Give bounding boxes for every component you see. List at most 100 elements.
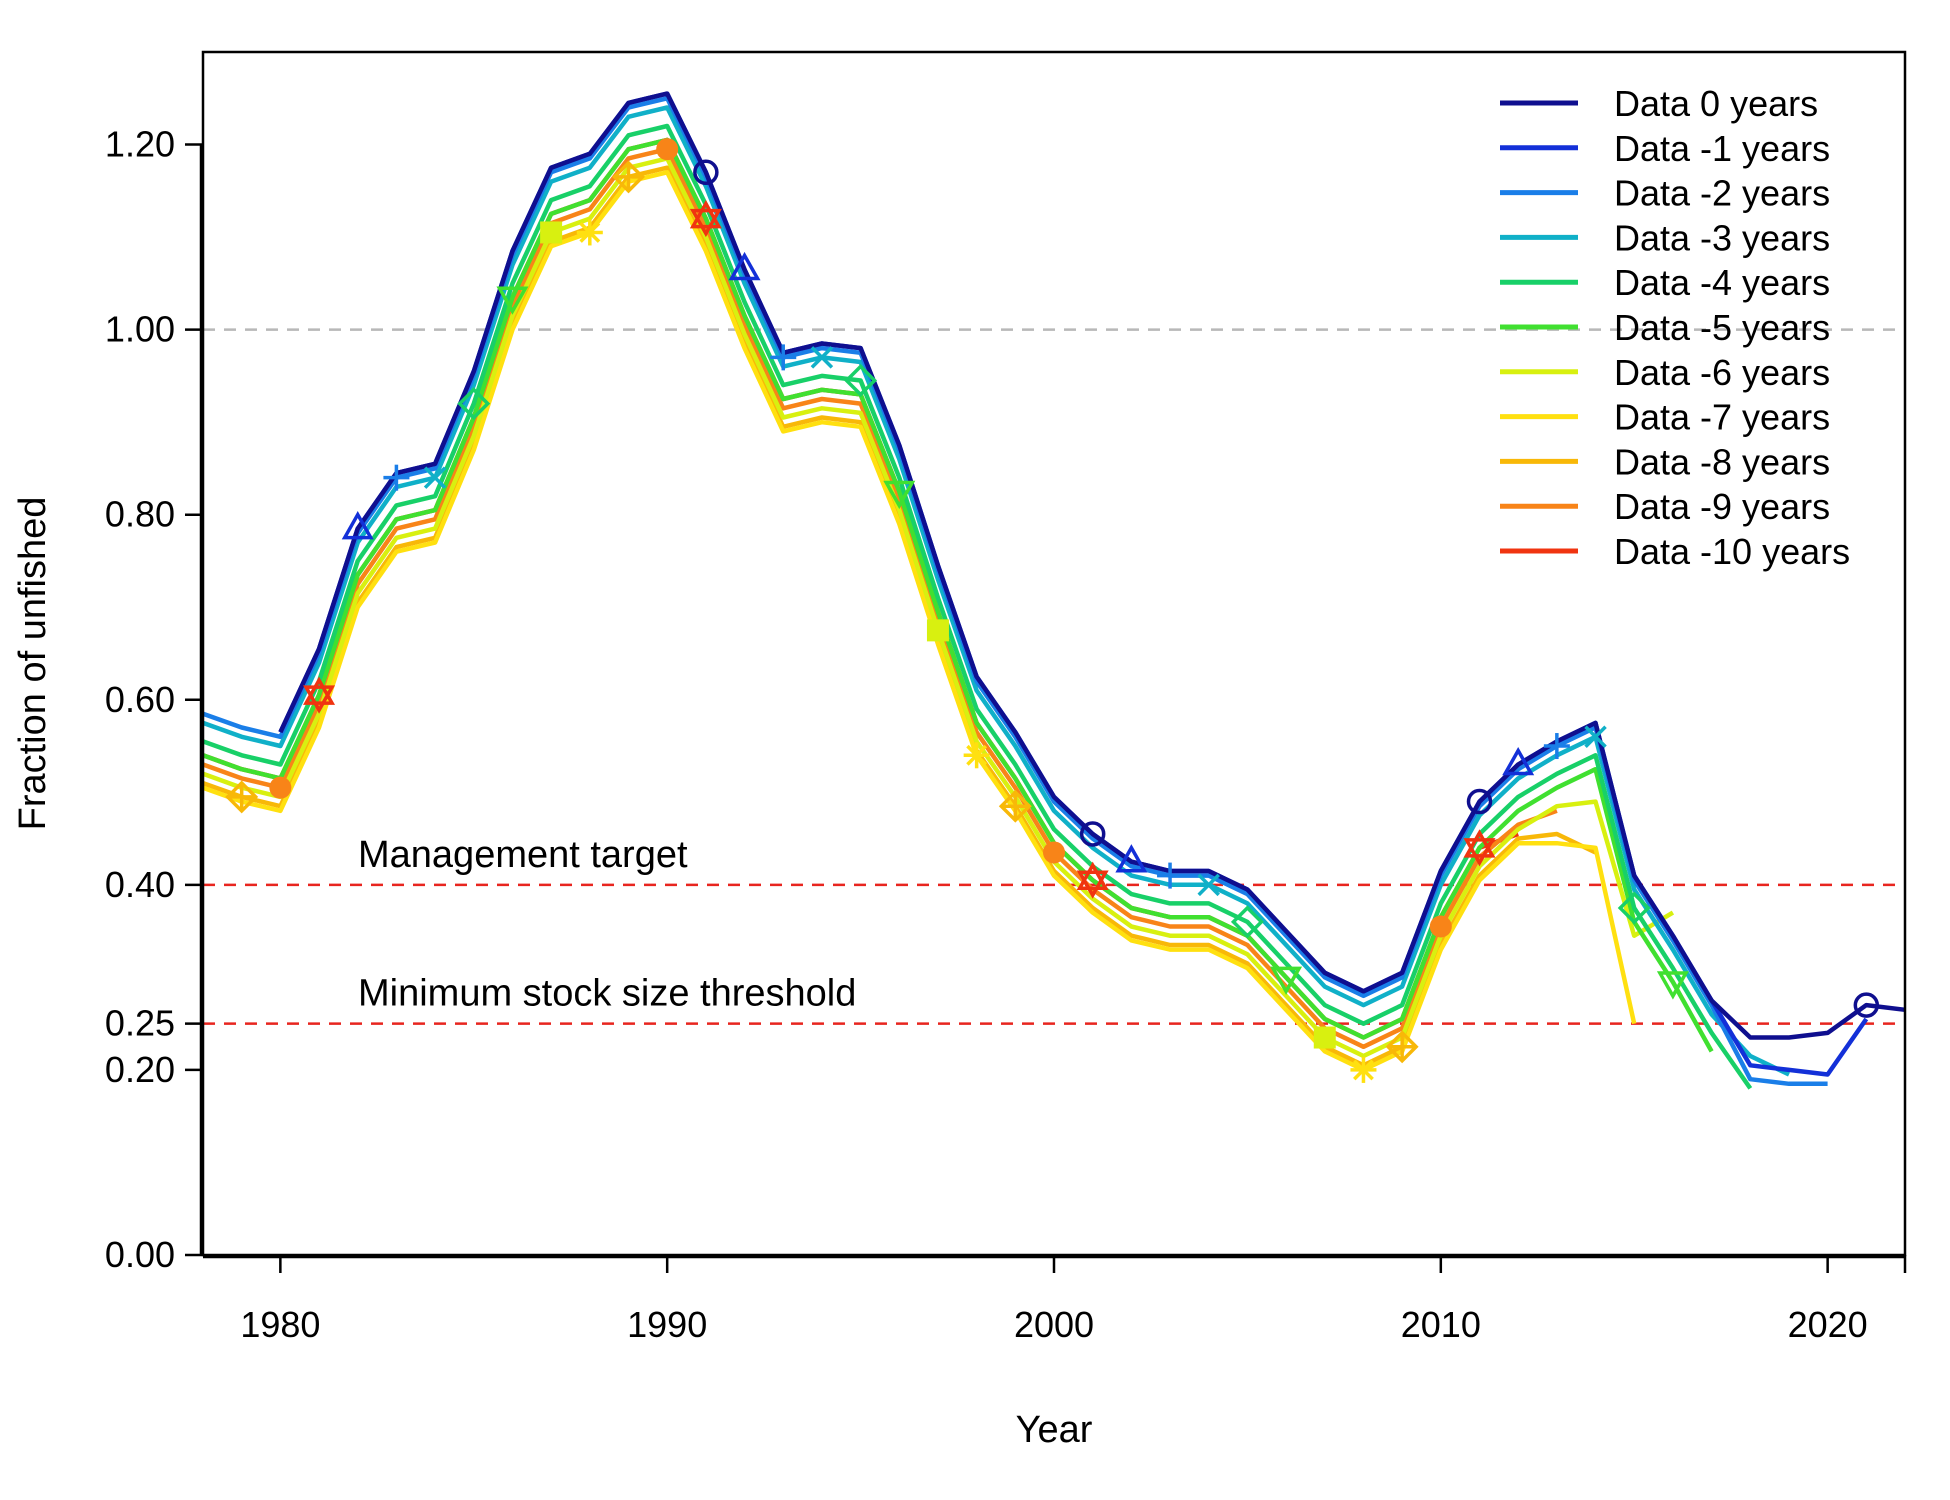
series-marker — [770, 344, 797, 371]
y-tick-label: 0.00 — [105, 1234, 175, 1275]
series-marker — [1385, 1030, 1419, 1064]
y-axis: 0.00 0.20 0.25 0.40 0.60 0.80 1.00 1.20 — [105, 124, 203, 1275]
x-axis: 1980 1990 2000 2010 2020 — [203, 1255, 1907, 1345]
series-line — [202, 137, 1714, 1053]
marker-square — [540, 221, 563, 244]
marker-triangle-down — [883, 480, 916, 510]
marker-layer — [225, 138, 1880, 1083]
marker-star-up — [1463, 829, 1496, 858]
marker-triangle-down — [1270, 966, 1303, 995]
series-marker — [457, 387, 491, 421]
marker-star-up — [303, 676, 336, 705]
series-marker — [1043, 841, 1065, 864]
marker-triangle-down — [496, 286, 529, 315]
series-marker — [844, 364, 878, 397]
series-marker — [1313, 1026, 1336, 1049]
series-marker — [1466, 788, 1493, 815]
legend-label: Data -10 years — [1614, 531, 1850, 572]
marker-diamond — [844, 364, 878, 397]
series-marker — [1115, 844, 1148, 873]
series-line — [202, 146, 1558, 1050]
marker-cross-b — [810, 346, 834, 369]
series-marker — [810, 346, 834, 369]
marker-star-down — [1076, 870, 1109, 899]
series-marker — [1502, 746, 1535, 776]
series-marker — [963, 742, 990, 769]
series-marker — [728, 251, 761, 281]
series-marker — [1853, 992, 1880, 1018]
marker-cross-b — [423, 466, 447, 489]
y-axis-title: Fraction of unfished — [12, 497, 54, 831]
marker-circle — [1853, 992, 1880, 1018]
legend-label: Data -1 years — [1614, 128, 1830, 169]
marker-triangle-down — [1656, 971, 1689, 1000]
marker-triangle-up — [1115, 844, 1148, 873]
series-marker — [1584, 725, 1607, 749]
legend-label: Data -4 years — [1614, 262, 1830, 303]
reference-line-label: Management target — [358, 834, 688, 876]
marker-diamond — [457, 387, 491, 421]
marker-star-up — [1076, 861, 1109, 890]
series-marker — [998, 789, 1032, 823]
series-marker — [1617, 891, 1651, 925]
x-tick-label: 2000 — [1014, 1304, 1094, 1345]
legend-label: Data 0 years — [1614, 83, 1818, 124]
y-tick-label: 0.40 — [105, 864, 175, 905]
marker-triangle-up — [341, 511, 374, 540]
series-line — [278, 91, 1906, 1040]
series-marker — [303, 676, 336, 714]
series-marker — [656, 138, 679, 161]
series-marker — [576, 219, 603, 246]
series-marker — [1157, 862, 1184, 889]
x-tick-label: 1990 — [627, 1304, 707, 1345]
series-marker — [269, 776, 292, 799]
marker-cross-b — [1584, 725, 1607, 749]
series-line — [202, 96, 1828, 1087]
y-tick-label: 0.80 — [105, 494, 175, 535]
marker-square — [926, 619, 949, 642]
legend-label: Data -3 years — [1614, 217, 1830, 258]
legend-label: Data -5 years — [1614, 307, 1830, 348]
y-tick-label: 0.25 — [105, 1003, 175, 1044]
series-marker — [693, 159, 719, 186]
series-marker — [423, 466, 447, 489]
series-marker — [1230, 905, 1264, 939]
series-marker — [341, 511, 374, 540]
legend-label: Data -8 years — [1614, 441, 1830, 482]
series-marker — [1079, 821, 1106, 847]
y-tick-label: 0.20 — [105, 1049, 175, 1090]
series-marker — [926, 619, 949, 642]
series-marker — [1463, 829, 1496, 867]
series-marker — [1350, 1056, 1377, 1083]
series-marker — [1656, 971, 1689, 1000]
marker-star-up — [689, 200, 722, 229]
series-line — [202, 165, 1597, 1068]
marker-asterisk-ray — [966, 744, 988, 766]
y-tick-label: 1.00 — [105, 309, 175, 350]
marker-filled-circle — [269, 776, 292, 799]
x-tick-label: 1980 — [240, 1304, 320, 1345]
series-marker — [689, 200, 722, 238]
marker-star-down — [689, 208, 722, 238]
marker-diamond — [1617, 891, 1651, 925]
series-line — [202, 105, 1790, 1077]
series-marker — [383, 464, 410, 491]
marker-square — [1313, 1026, 1336, 1049]
marker-triangle-up — [728, 251, 761, 281]
legend-label: Data -9 years — [1614, 486, 1830, 527]
legend-label: Data -7 years — [1614, 397, 1830, 438]
marker-asterisk-ray — [579, 222, 601, 243]
series-marker — [883, 480, 916, 510]
marker-star-down — [303, 685, 336, 714]
marker-diamond — [1230, 905, 1264, 939]
marker-asterisk-ray — [1353, 1059, 1374, 1081]
marker-filled-circle — [1429, 915, 1452, 938]
series-marker — [225, 780, 259, 814]
marker-triangle-up — [1502, 746, 1535, 776]
marker-star-down — [1463, 838, 1496, 867]
x-tick-label: 2020 — [1788, 1304, 1868, 1345]
series-line — [202, 137, 1519, 1040]
marker-circle — [1079, 821, 1106, 847]
